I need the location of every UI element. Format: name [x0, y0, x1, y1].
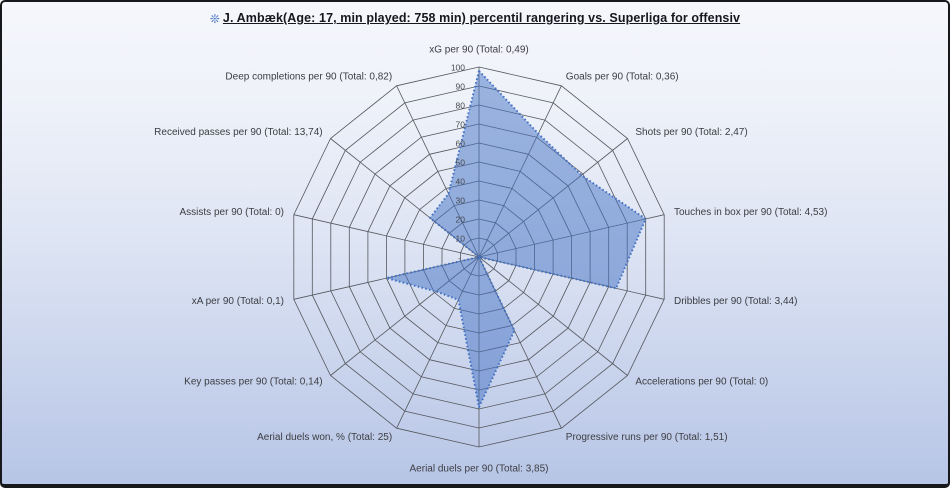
category-label: Aerial duels won, % (Total: 25) — [257, 432, 392, 443]
radar-category-labels: xG per 90 (Total: 0,49) Goals per 90 (Tot… — [154, 45, 827, 475]
tick-label: 70 — [456, 120, 466, 130]
category-label: Shots per 90 (Total: 2,47) — [635, 127, 747, 138]
category-label: Progressive runs per 90 (Total: 1,51) — [566, 432, 728, 443]
radar-tick-labels: - 10 20 30 40 50 60 70 80 90 100 — [451, 63, 465, 264]
chart-title-bar: ❊ J. Ambæk(Age: 17, min played: 758 min) … — [2, 9, 948, 27]
tick-label: 60 — [456, 139, 466, 149]
tick-label: 90 — [456, 82, 466, 92]
tick-label: 80 — [456, 101, 466, 111]
axis-spoke — [478, 256, 628, 376]
tick-label: 20 — [456, 215, 466, 225]
tick-label: 100 — [451, 63, 465, 73]
category-label: xA per 90 (Total: 0,1) — [192, 296, 284, 307]
radar-series-polygon — [385, 69, 647, 409]
category-label: Deep completions per 90 (Total: 0,82) — [225, 71, 392, 82]
chart-title: J. Ambæk(Age: 17, min played: 758 min) p… — [222, 11, 741, 25]
category-label: xG per 90 (Total: 0,49) — [429, 45, 529, 56]
axis-spoke — [478, 256, 562, 429]
tick-label: 10 — [456, 234, 466, 244]
tick-label: 50 — [456, 158, 466, 168]
flower-icon: ❊ — [209, 12, 220, 26]
category-label: Assists per 90 (Total: 0) — [180, 207, 284, 218]
category-label: Dribbles per 90 (Total: 3,44) — [674, 296, 797, 307]
category-label: Goals per 90 (Total: 0,36) — [566, 71, 679, 82]
tick-label: 40 — [456, 177, 466, 187]
axis-spoke — [478, 256, 665, 300]
tick-label: - — [458, 253, 461, 263]
category-label: Touches in box per 90 (Total: 4,53) — [674, 207, 827, 218]
category-label: Received passes per 90 (Total: 13,74) — [154, 127, 322, 138]
axis-spoke — [293, 214, 480, 258]
category-label: Key passes per 90 (Total: 0,14) — [184, 376, 322, 387]
tick-label: 30 — [456, 196, 466, 206]
category-label: Aerial duels per 90 (Total: 3,85) — [410, 464, 549, 475]
category-label: Accelerations per 90 (Total: 0) — [635, 376, 768, 387]
